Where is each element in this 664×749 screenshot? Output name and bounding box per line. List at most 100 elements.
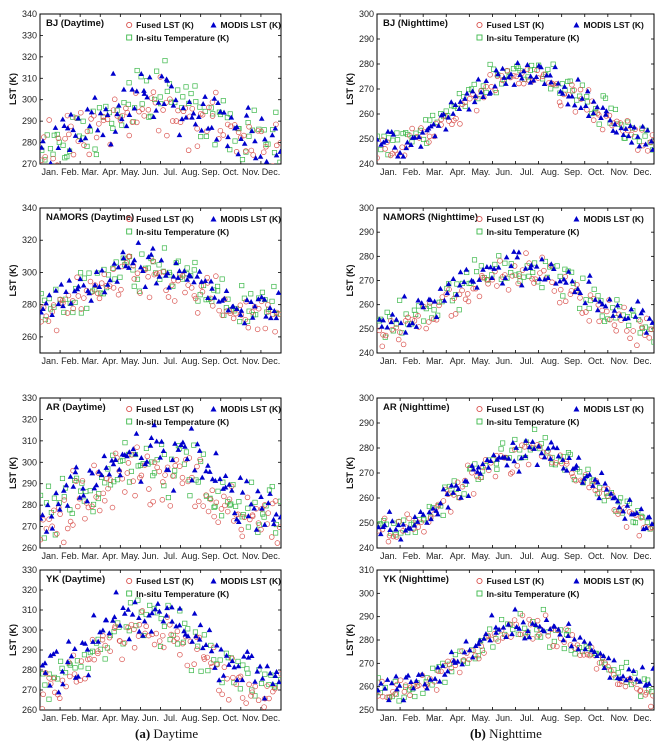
point-insitu [90,501,97,507]
point-fused [65,292,72,299]
legend-fused-marker [476,577,483,585]
point-insitu [188,90,194,97]
point-insitu [150,473,156,479]
point-modis [205,294,211,300]
point-fused [237,302,244,309]
point-fused [219,691,225,698]
legend-modis-label: MODIS LST (K) [583,404,644,414]
point-modis [608,490,614,496]
point-modis [569,278,576,284]
point-modis [393,673,399,679]
point-fused [200,503,206,509]
point-insitu [195,479,201,485]
point-fused [245,324,252,331]
point-insitu [74,658,80,664]
point-modis [270,516,277,522]
point-fused [160,479,166,485]
y-tick-label: 310 [22,605,37,615]
x-tick-label: Aug. [541,356,560,366]
point-fused [614,681,621,687]
point-fused [621,304,627,311]
point-fused [447,509,454,515]
point-modis [389,311,396,317]
point-fused [577,86,584,93]
point-modis [182,443,188,449]
point-modis [111,260,118,266]
y-tick-label: 340 [22,203,37,213]
point-fused [96,507,103,514]
point-modis [130,260,136,266]
y-tick-label: 340 [22,9,37,19]
point-fused [534,67,540,74]
point-insitu [252,693,258,699]
point-fused [57,511,63,517]
point-modis [187,273,194,279]
point-fused [514,463,521,469]
point-insitu [260,511,266,517]
point-fused [219,312,226,319]
point-insitu [390,137,396,143]
x-tick-label: Feb. [61,356,79,366]
point-modis [55,144,62,150]
point-modis [493,624,499,630]
point-modis [43,528,50,534]
point-modis [67,473,74,479]
point-modis [581,475,588,481]
legend-insitu-label: In-situ Temperature (K) [486,589,579,599]
point-modis [424,519,430,525]
point-fused [179,640,186,647]
point-modis [418,300,425,306]
panel-title: YK (Nighttime) [383,574,449,585]
point-fused [524,66,531,73]
point-insitu [93,151,99,158]
point-modis [516,468,522,474]
point-fused [276,311,281,317]
y-tick-label: 320 [22,585,37,595]
point-fused [573,477,579,484]
point-modis [424,685,430,691]
x-tick-label: Apr. [102,551,118,561]
point-insitu [545,66,551,73]
point-modis [623,677,630,683]
point-insitu [191,267,197,273]
point-fused [199,289,206,295]
point-fused [648,703,654,710]
point-modis [203,468,209,474]
x-tick-label: Aug. [541,167,560,177]
point-modis [455,486,462,492]
point-fused [51,507,57,514]
point-modis [46,292,53,298]
point-modis [166,284,172,290]
point-insitu [130,267,136,273]
point-modis [500,624,507,630]
point-modis [120,249,126,255]
point-insitu [59,475,66,482]
point-fused [57,695,63,702]
point-fused [590,117,597,123]
point-insitu [205,668,211,674]
point-modis [530,77,537,83]
point-modis [208,124,215,130]
point-modis [63,288,69,294]
point-fused [167,622,173,628]
point-modis [637,678,643,684]
point-insitu [74,475,80,481]
point-modis [648,138,654,144]
point-insitu [602,95,609,101]
point-modis [237,311,244,317]
point-fused [100,490,106,497]
point-modis [377,687,381,693]
point-modis [627,675,633,681]
point-insitu [579,82,585,88]
point-modis [191,279,197,285]
x-tick-label: Nov. [242,167,260,177]
point-modis [526,444,533,450]
y-tick-label: 270 [22,159,37,169]
point-fused [239,533,246,540]
point-modis [502,454,508,460]
point-fused [517,631,524,638]
x-tick-label: Nov. [242,551,260,561]
point-insitu [232,138,238,144]
point-modis [639,307,646,313]
